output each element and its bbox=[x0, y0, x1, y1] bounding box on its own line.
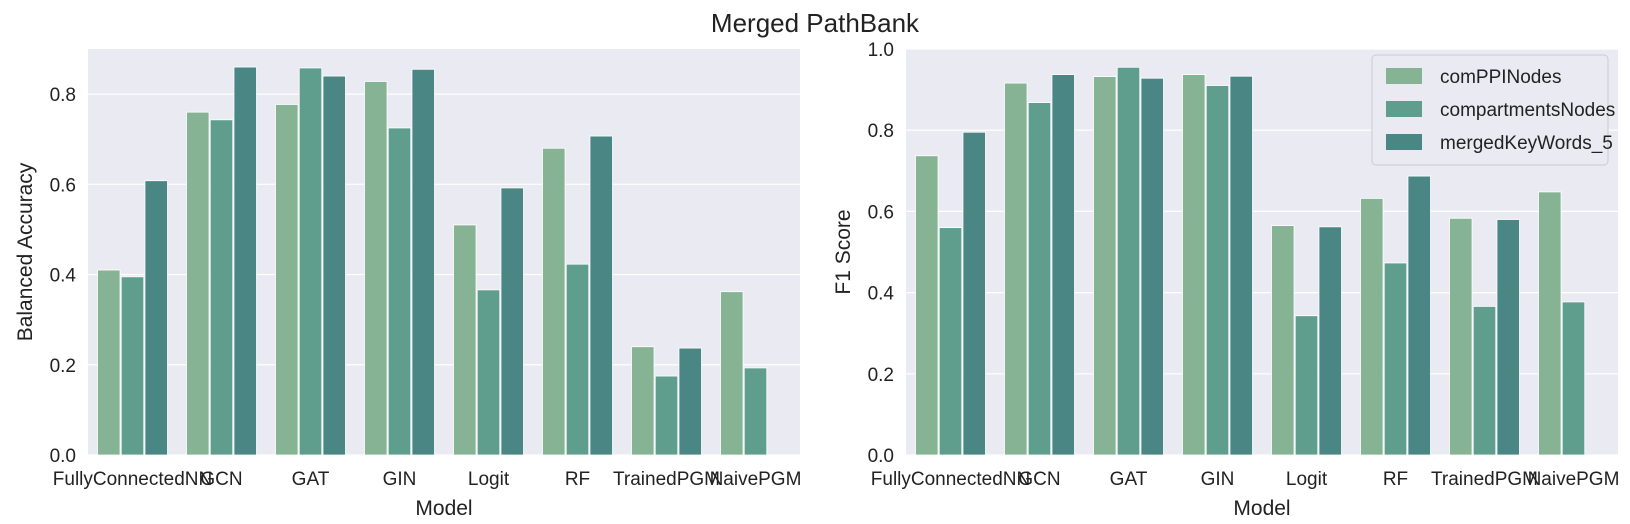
bar-FullyConnectedNN-compartmentsNodes bbox=[120, 276, 145, 456]
x-tick-label: GIN bbox=[1201, 469, 1235, 490]
legend-swatch bbox=[1386, 134, 1422, 150]
bar-FullyConnectedNN-compartmentsNodes bbox=[938, 227, 963, 456]
y-axis-label: Balanced Accuracy bbox=[14, 162, 37, 341]
bar-TrainedPGM-comPPINodes bbox=[631, 346, 655, 456]
y-tick-label: 0.4 bbox=[50, 266, 77, 287]
x-tick-label: TrainedPGM bbox=[1431, 469, 1538, 490]
legend-swatch bbox=[1386, 68, 1422, 84]
bar-GIN-comPPINodes bbox=[364, 81, 388, 456]
bar-FullyConnectedNN-comPPINodes bbox=[915, 155, 939, 456]
legend-entry: compartmentsNodes bbox=[1440, 100, 1615, 121]
bar-GIN-comPPINodes bbox=[1182, 74, 1206, 456]
bar-GCN-mergedKeyWords_5 bbox=[1051, 74, 1075, 456]
legend-entry: comPPINodes bbox=[1440, 67, 1561, 88]
bar-Logit-mergedKeyWords_5 bbox=[500, 187, 524, 456]
bar-GAT-mergedKeyWords_5 bbox=[1140, 77, 1164, 456]
y-tick-label: 0.0 bbox=[50, 446, 76, 467]
x-tick-label: FullyConnectedNN bbox=[53, 469, 212, 490]
bar-GCN-compartmentsNodes bbox=[1027, 102, 1052, 456]
bar-GCN-compartmentsNodes bbox=[209, 119, 234, 456]
legend: comPPINodes compartmentsNodes mergedKeyWor… bbox=[1371, 54, 1615, 166]
x-tick-label: Logit bbox=[1286, 469, 1328, 490]
bar-Logit-comPPINodes bbox=[1271, 225, 1295, 456]
x-tick-label: GIN bbox=[383, 469, 417, 490]
bar-GIN-compartmentsNodes bbox=[1205, 85, 1230, 456]
bar-GIN-compartmentsNodes bbox=[387, 127, 412, 456]
y-tick-label: 0.0 bbox=[868, 446, 894, 467]
x-tick-label: FullyConnectedNN bbox=[871, 469, 1030, 490]
bar-FullyConnectedNN-comPPINodes bbox=[97, 269, 121, 456]
bar-TrainedPGM-mergedKeyWords_5 bbox=[1496, 219, 1520, 456]
bar-RF-mergedKeyWords_5 bbox=[589, 135, 613, 456]
x-tick-label: GAT bbox=[1110, 469, 1148, 490]
bar-Logit-compartmentsNodes bbox=[476, 289, 501, 456]
y-tick-label: 0.2 bbox=[868, 365, 894, 386]
x-tick-label: GCN bbox=[200, 469, 242, 490]
bar-TrainedPGM-compartmentsNodes bbox=[1472, 306, 1497, 456]
bar-GAT-compartmentsNodes bbox=[298, 67, 323, 456]
bar-NaivePGM-comPPINodes bbox=[720, 291, 744, 456]
bar-GIN-mergedKeyWords_5 bbox=[411, 68, 435, 456]
x-tick-label: GCN bbox=[1018, 469, 1060, 490]
x-tick-label: Logit bbox=[468, 469, 510, 490]
y-tick-label: 0.8 bbox=[868, 121, 894, 142]
bar-NaivePGM-compartmentsNodes bbox=[1561, 301, 1586, 456]
bar-GCN-mergedKeyWords_5 bbox=[233, 66, 257, 456]
bar-GAT-mergedKeyWords_5 bbox=[322, 75, 346, 456]
x-tick-label: RF bbox=[1383, 469, 1408, 490]
x-tick-label: NaivePGM bbox=[1528, 469, 1620, 490]
y-tick-label: 1.0 bbox=[868, 40, 894, 61]
bar-TrainedPGM-comPPINodes bbox=[1449, 217, 1473, 456]
bar-NaivePGM-compartmentsNodes bbox=[743, 367, 768, 456]
x-tick-label: GAT bbox=[292, 469, 330, 490]
y-axis-label: F1 Score bbox=[832, 209, 855, 294]
legend-entry: mergedKeyWords_5 bbox=[1440, 133, 1613, 154]
x-tick-label: TrainedPGM bbox=[613, 469, 720, 490]
x-tick-label: NaivePGM bbox=[710, 469, 802, 490]
x-axis-label: Model bbox=[415, 497, 472, 520]
y-tick-label: 0.8 bbox=[50, 85, 76, 106]
bar-TrainedPGM-compartmentsNodes bbox=[654, 375, 679, 456]
bar-FullyConnectedNN-mergedKeyWords_5 bbox=[144, 180, 168, 456]
chart-title: Merged PathBank bbox=[711, 8, 920, 38]
y-tick-label: 0.2 bbox=[50, 356, 76, 377]
x-tick-label: RF bbox=[565, 469, 590, 490]
bar-GCN-comPPINodes bbox=[1004, 82, 1028, 456]
bar-GIN-mergedKeyWords_5 bbox=[1229, 75, 1253, 456]
bar-GAT-comPPINodes bbox=[275, 104, 299, 456]
bar-RF-compartmentsNodes bbox=[1383, 262, 1408, 456]
bar-Logit-compartmentsNodes bbox=[1294, 315, 1319, 456]
bar-FullyConnectedNN-mergedKeyWords_5 bbox=[962, 131, 986, 456]
y-tick-label: 0.4 bbox=[868, 284, 895, 305]
y-tick-label: 0.6 bbox=[50, 175, 76, 196]
bar-RF-mergedKeyWords_5 bbox=[1407, 175, 1431, 456]
bar-RF-compartmentsNodes bbox=[565, 263, 590, 456]
bar-GCN-comPPINodes bbox=[186, 111, 210, 456]
bar-NaivePGM-comPPINodes bbox=[1538, 191, 1562, 456]
bar-GAT-comPPINodes bbox=[1093, 76, 1117, 456]
legend-box bbox=[1371, 54, 1609, 166]
bar-Logit-comPPINodes bbox=[453, 224, 477, 456]
legend-swatch bbox=[1386, 101, 1422, 117]
bar-GAT-compartmentsNodes bbox=[1116, 66, 1141, 456]
bar-Logit-mergedKeyWords_5 bbox=[1318, 226, 1342, 456]
bar-RF-comPPINodes bbox=[1360, 198, 1384, 456]
bar-RF-comPPINodes bbox=[542, 147, 566, 456]
x-axis-label: Model bbox=[1233, 497, 1290, 520]
bar-TrainedPGM-mergedKeyWords_5 bbox=[678, 347, 702, 456]
y-tick-label: 0.6 bbox=[868, 202, 894, 223]
